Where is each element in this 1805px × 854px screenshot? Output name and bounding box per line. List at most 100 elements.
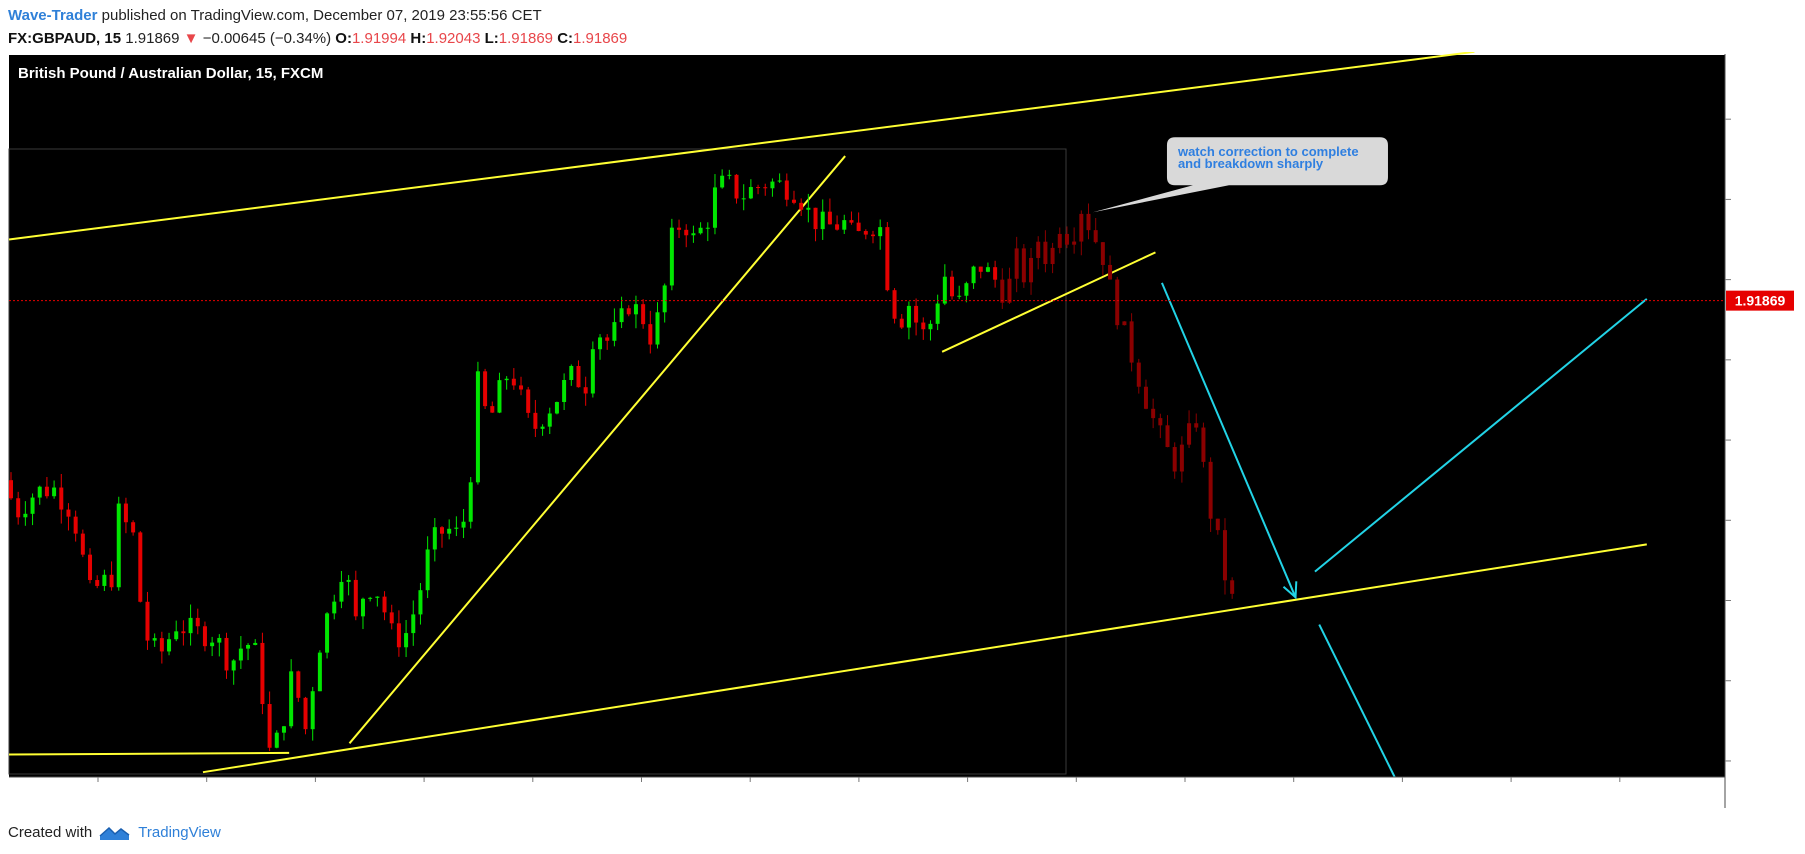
candle-body (684, 229, 689, 236)
trendline (8, 52, 1475, 241)
time-tick-label: 12:00 (298, 785, 333, 801)
projection-candle-body (1151, 408, 1156, 419)
price-tick-label: 1.91500 (1740, 352, 1791, 368)
candle-body (432, 527, 437, 550)
candle-body (504, 378, 509, 381)
price-tick-label: 1.92000 (1740, 272, 1791, 288)
candle-body (368, 597, 373, 599)
candle-body (296, 671, 301, 698)
candle-body (404, 633, 409, 648)
candle-body (784, 180, 789, 200)
projection-candle-body (1021, 248, 1026, 283)
projection-candle-body (1187, 423, 1192, 445)
candle-body (985, 267, 990, 272)
trendline (202, 543, 1647, 774)
candle-body (799, 202, 804, 210)
candle-body (827, 211, 832, 225)
candle-body (885, 227, 890, 291)
candle-body (116, 503, 121, 588)
candle-body (461, 521, 466, 528)
projection-candle-body (1079, 213, 1084, 242)
candle-body (138, 532, 143, 602)
candle-body (533, 412, 538, 429)
projection-candle-body (1201, 427, 1206, 462)
price-change: −0.00645 (−0.34%) (202, 30, 332, 47)
candle-body (892, 290, 897, 319)
price-chart[interactable]: watch correction to complete and breakdo… (0, 52, 1805, 812)
candle-body (734, 174, 739, 199)
selection-box (8, 148, 1067, 775)
tradingview-logo-icon (99, 827, 130, 841)
current-price-tag: 1.91869 (1726, 290, 1794, 311)
projection-candle-body (1000, 279, 1005, 303)
candle-body (16, 498, 21, 518)
time-axis[interactable]: 12:00 3 12:00 4 12:00 5 12:00 6 12:00 9 12:00 10 12:… (80, 777, 1638, 801)
down-arrow-icon: ▼ (183, 30, 199, 47)
candle-body (813, 207, 818, 230)
candle-body (993, 267, 998, 280)
candle-body (281, 726, 286, 733)
footer: Created with TradingView (8, 822, 221, 844)
current-price-tag-text: 1.91869 (1735, 293, 1786, 309)
projection-candle-body (1014, 248, 1019, 279)
candle-body (756, 187, 761, 189)
projection-candle-body (1172, 447, 1177, 472)
candle-body (274, 732, 279, 748)
candle-body (519, 385, 524, 390)
candle-body (202, 626, 207, 647)
published-text: published on TradingView.com, December 0… (101, 7, 542, 24)
projection-candle-body (1230, 580, 1235, 594)
time-tick-label: 4 (420, 785, 428, 801)
projection-candle-body (1158, 418, 1163, 426)
candle-body (964, 283, 969, 296)
candle-body (325, 613, 330, 653)
projection-candle-body (1043, 241, 1048, 265)
projection-candle-body (1208, 461, 1213, 519)
candle-body (835, 224, 840, 230)
time-tick-label: 12:00 (1385, 785, 1420, 801)
projection-candle-body (1194, 423, 1199, 428)
price-axis[interactable]: 1.93000 1.92500 1.92000 1.91500 1.91000 1.905… (1725, 111, 1791, 769)
time-tick-label: 3 (203, 785, 211, 801)
candle-body (957, 295, 962, 297)
author-name[interactable]: Wave-Trader (8, 7, 98, 24)
candle-body (159, 638, 164, 652)
candle-body (641, 304, 646, 325)
projection-candle-body (1115, 279, 1120, 326)
projection-candle-body (1108, 264, 1113, 280)
tradingview-brand[interactable]: TradingView (138, 824, 221, 841)
candle-body (590, 349, 595, 394)
projection-candle-body (1064, 233, 1069, 245)
chart-title: British Pound / Australian Dollar, 15, F… (18, 65, 323, 82)
candle-body (863, 231, 868, 235)
callout-bubble (1092, 137, 1388, 213)
time-tick-label: 12:00 (80, 785, 115, 801)
candle-body (260, 642, 265, 705)
candle-body (353, 579, 358, 617)
candle-body (712, 187, 717, 228)
projection-candle-body (1165, 425, 1170, 448)
trendline (8, 751, 290, 756)
candle-body (152, 638, 157, 641)
time-tick-label: 10 (1286, 785, 1302, 801)
time-tick-label: 12:00 (1167, 785, 1202, 801)
candle-body (360, 598, 365, 617)
candle-body (44, 486, 49, 497)
candle-body (928, 323, 933, 330)
candle-body (921, 322, 926, 330)
close-label: C: (557, 30, 574, 47)
candle-body (540, 426, 545, 429)
annotation-callout[interactable]: watch correction to complete and breakdo… (1092, 137, 1388, 213)
candle-body (511, 378, 516, 386)
candle-body (576, 365, 581, 388)
candle-body (605, 337, 610, 341)
candle-body (971, 266, 976, 284)
candle-body (88, 554, 93, 581)
candle-body (382, 596, 387, 613)
publish-line: Wave-Trader published on TradingView.com… (8, 6, 1798, 26)
candle-body (23, 513, 28, 518)
projection-candle-body (1100, 242, 1105, 265)
candle-body (389, 612, 394, 624)
candle-body (727, 174, 732, 176)
candle-body (289, 671, 294, 727)
